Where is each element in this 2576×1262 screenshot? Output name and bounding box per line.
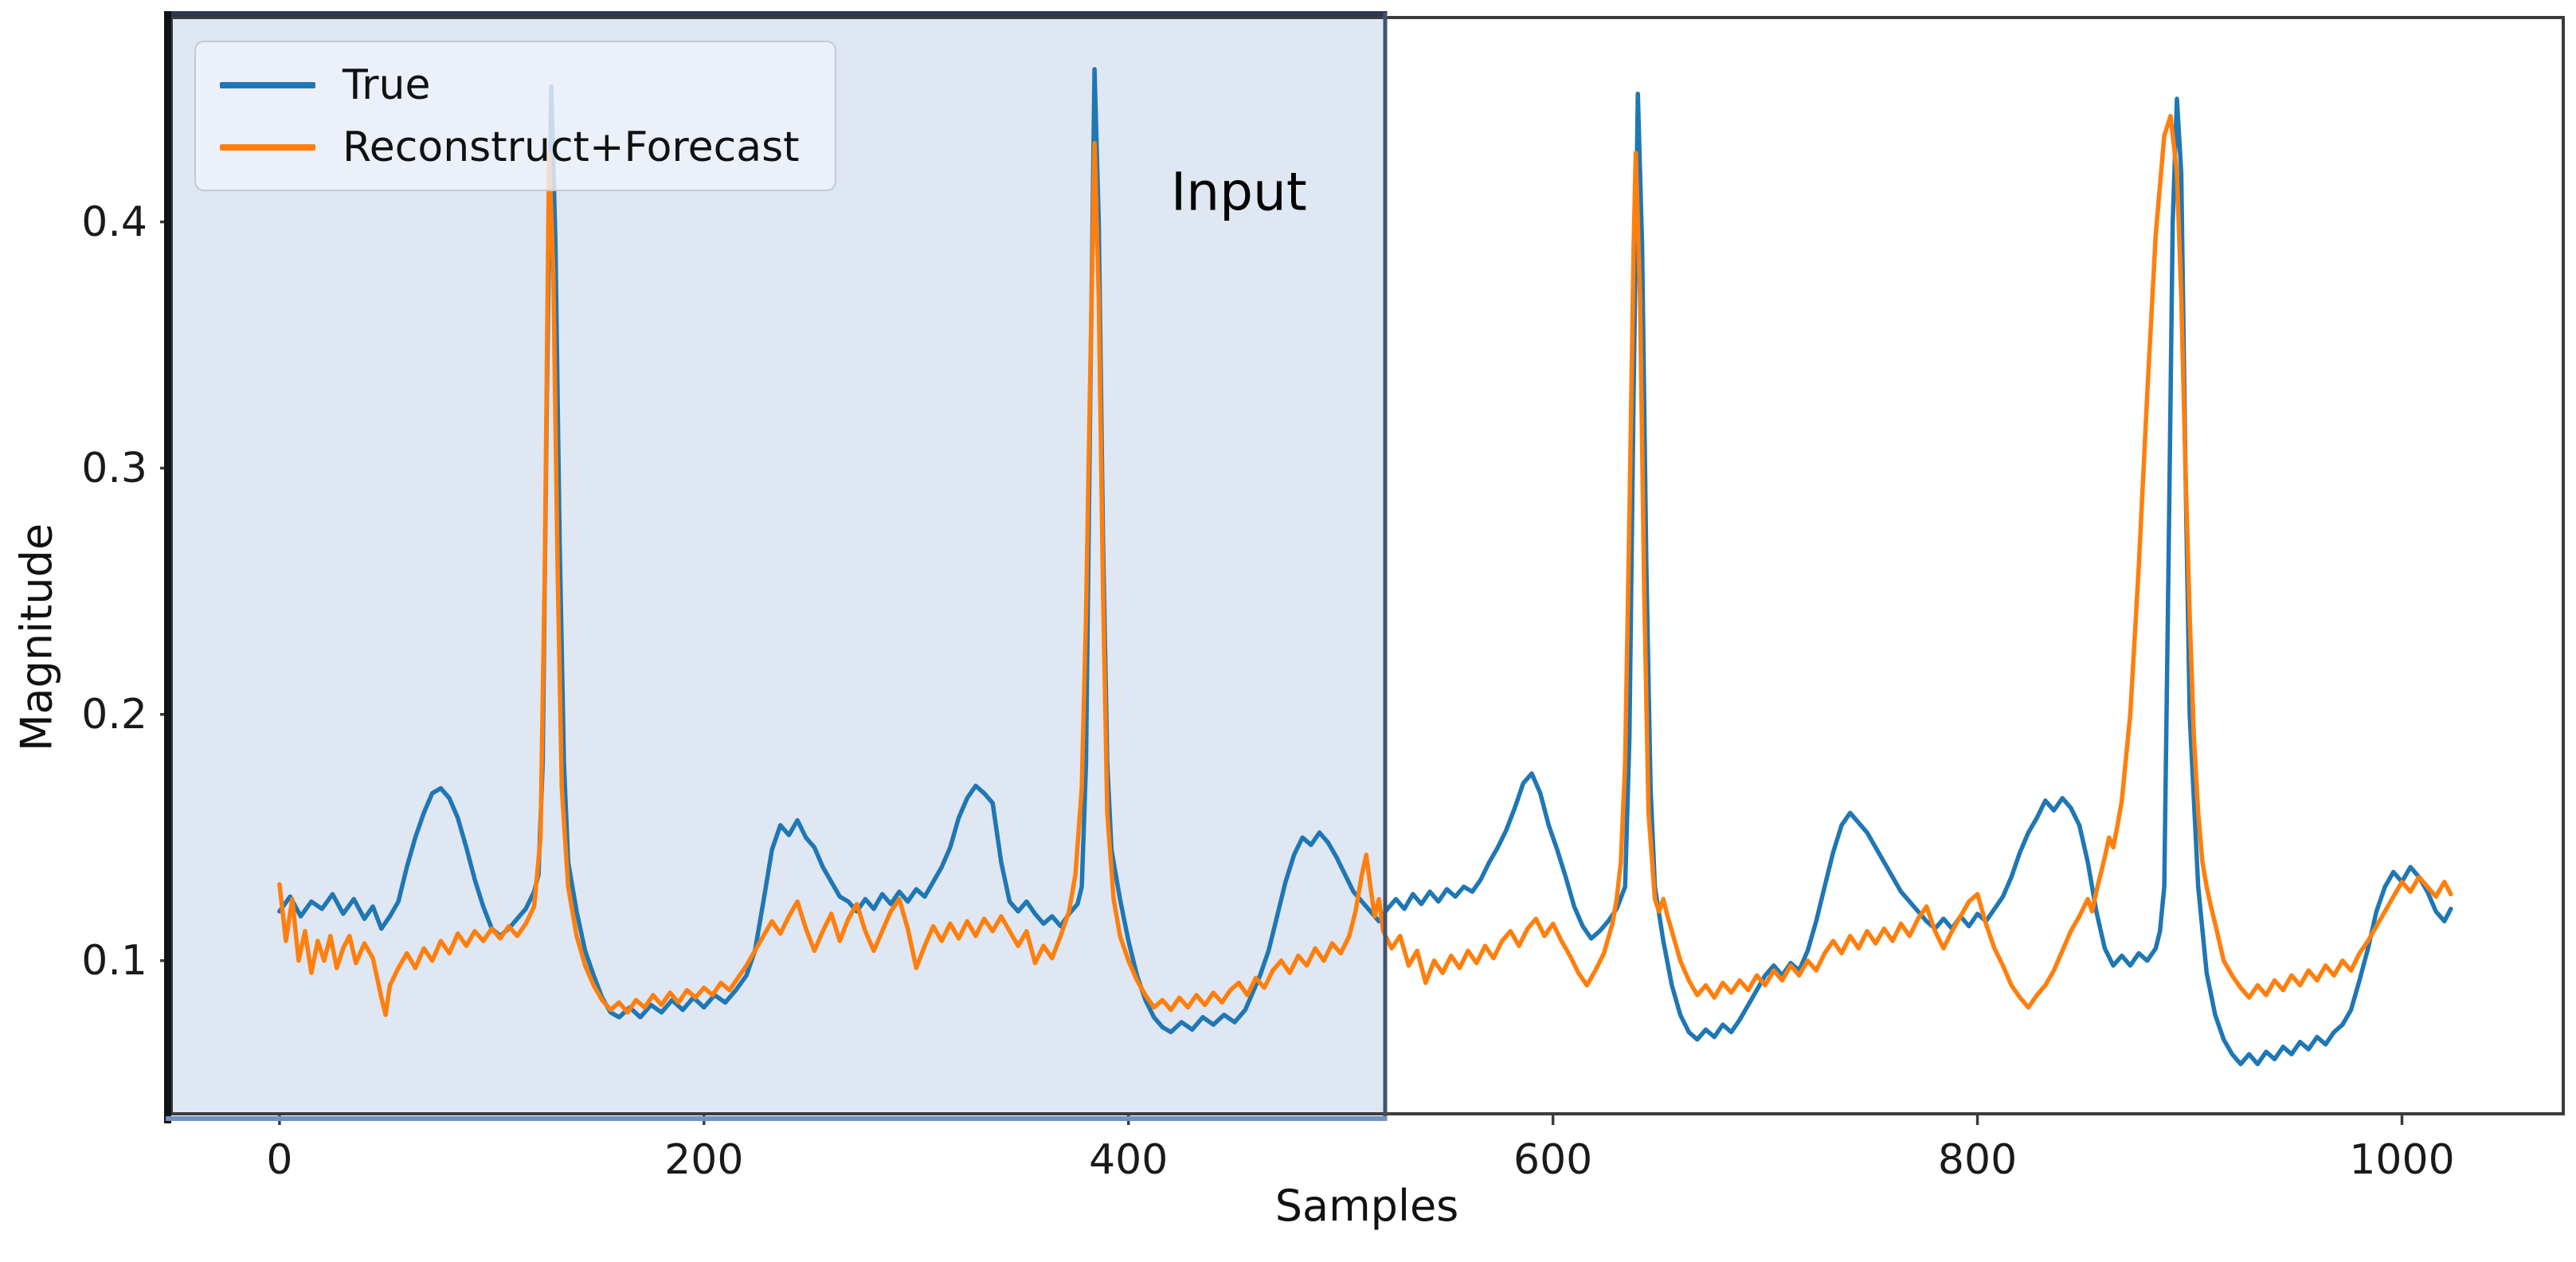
y-tick-label: 0.3 bbox=[81, 444, 147, 492]
series-line-reconstruct-forecast bbox=[277, 113, 2453, 1017]
input-region-border-right bbox=[1383, 13, 1388, 1117]
y-tick-label: 0.1 bbox=[81, 936, 147, 985]
series-line-true bbox=[277, 67, 2453, 1067]
input-region-label: Input bbox=[1170, 161, 1307, 223]
x-tick-label: 1000 bbox=[2349, 1136, 2455, 1184]
x-tick-label: 800 bbox=[1937, 1136, 2018, 1184]
legend-entry: True bbox=[220, 65, 811, 106]
x-axis-title: Samples bbox=[1274, 1181, 1459, 1231]
legend-entry: Reconstruct+Forecast bbox=[220, 127, 811, 168]
legend-label: Reconstruct+Forecast bbox=[343, 123, 800, 171]
y-axis-title: Magnitude bbox=[11, 523, 62, 752]
x-tick-label: 600 bbox=[1513, 1136, 1593, 1184]
legend: True Reconstruct+Forecast bbox=[194, 41, 836, 191]
x-tick-label: 200 bbox=[664, 1136, 744, 1184]
legend-swatch-line bbox=[220, 143, 315, 151]
input-region-border-left bbox=[164, 11, 171, 1123]
legend-label: True bbox=[343, 61, 431, 109]
input-region-border-bottom bbox=[166, 1116, 1388, 1121]
x-tick-label: 400 bbox=[1089, 1136, 1169, 1184]
y-tick-label: 0.2 bbox=[81, 690, 147, 739]
x-tick-label: 0 bbox=[266, 1136, 293, 1184]
y-tick-label: 0.4 bbox=[81, 198, 147, 246]
input-region-border-top bbox=[166, 11, 1388, 17]
legend-swatch-line bbox=[220, 81, 315, 88]
